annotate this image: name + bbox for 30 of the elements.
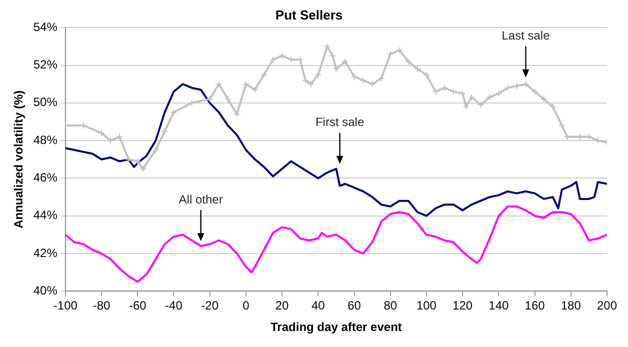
y-tick-label: 40% xyxy=(33,284,58,298)
x-tick-label: -100 xyxy=(53,298,78,313)
y-tick-label: 46% xyxy=(33,170,58,185)
annotation: All other xyxy=(178,192,223,206)
y-tick-label: 44% xyxy=(33,208,58,222)
x-tick-label: 40 xyxy=(311,298,326,313)
x-tick-label: 120 xyxy=(452,298,473,313)
chart-title: Put Sellers xyxy=(275,7,343,22)
x-tick-label: -20 xyxy=(201,298,219,313)
y-tick-label: 50% xyxy=(33,95,58,110)
x-tick-label: 160 xyxy=(524,298,546,313)
x-tick-label: 60 xyxy=(348,298,362,313)
annotation: Last sale xyxy=(502,28,550,43)
y-tick-label: 48% xyxy=(33,132,58,147)
x-tick-label: 100 xyxy=(416,298,437,313)
x-tick-label: 200 xyxy=(596,298,618,313)
x-tick-label: 80 xyxy=(384,298,398,313)
x-tick-label: -40 xyxy=(165,298,183,313)
x-tick-label: -80 xyxy=(92,298,111,313)
x-axis-title: Trading day after event xyxy=(270,320,402,334)
x-tick-label: 140 xyxy=(488,298,510,313)
y-tick-label: 52% xyxy=(33,58,58,72)
annotation: First sale xyxy=(315,115,364,130)
y-axis-title: Annualized volatility (%) xyxy=(12,90,26,228)
x-tick-label: 0 xyxy=(242,298,250,313)
x-tick-label: 180 xyxy=(560,298,582,313)
y-tick-label: 54% xyxy=(33,20,58,34)
x-tick-label: -60 xyxy=(128,298,147,313)
y-tick-label: 42% xyxy=(33,246,58,260)
x-tick-label: 20 xyxy=(275,298,290,313)
